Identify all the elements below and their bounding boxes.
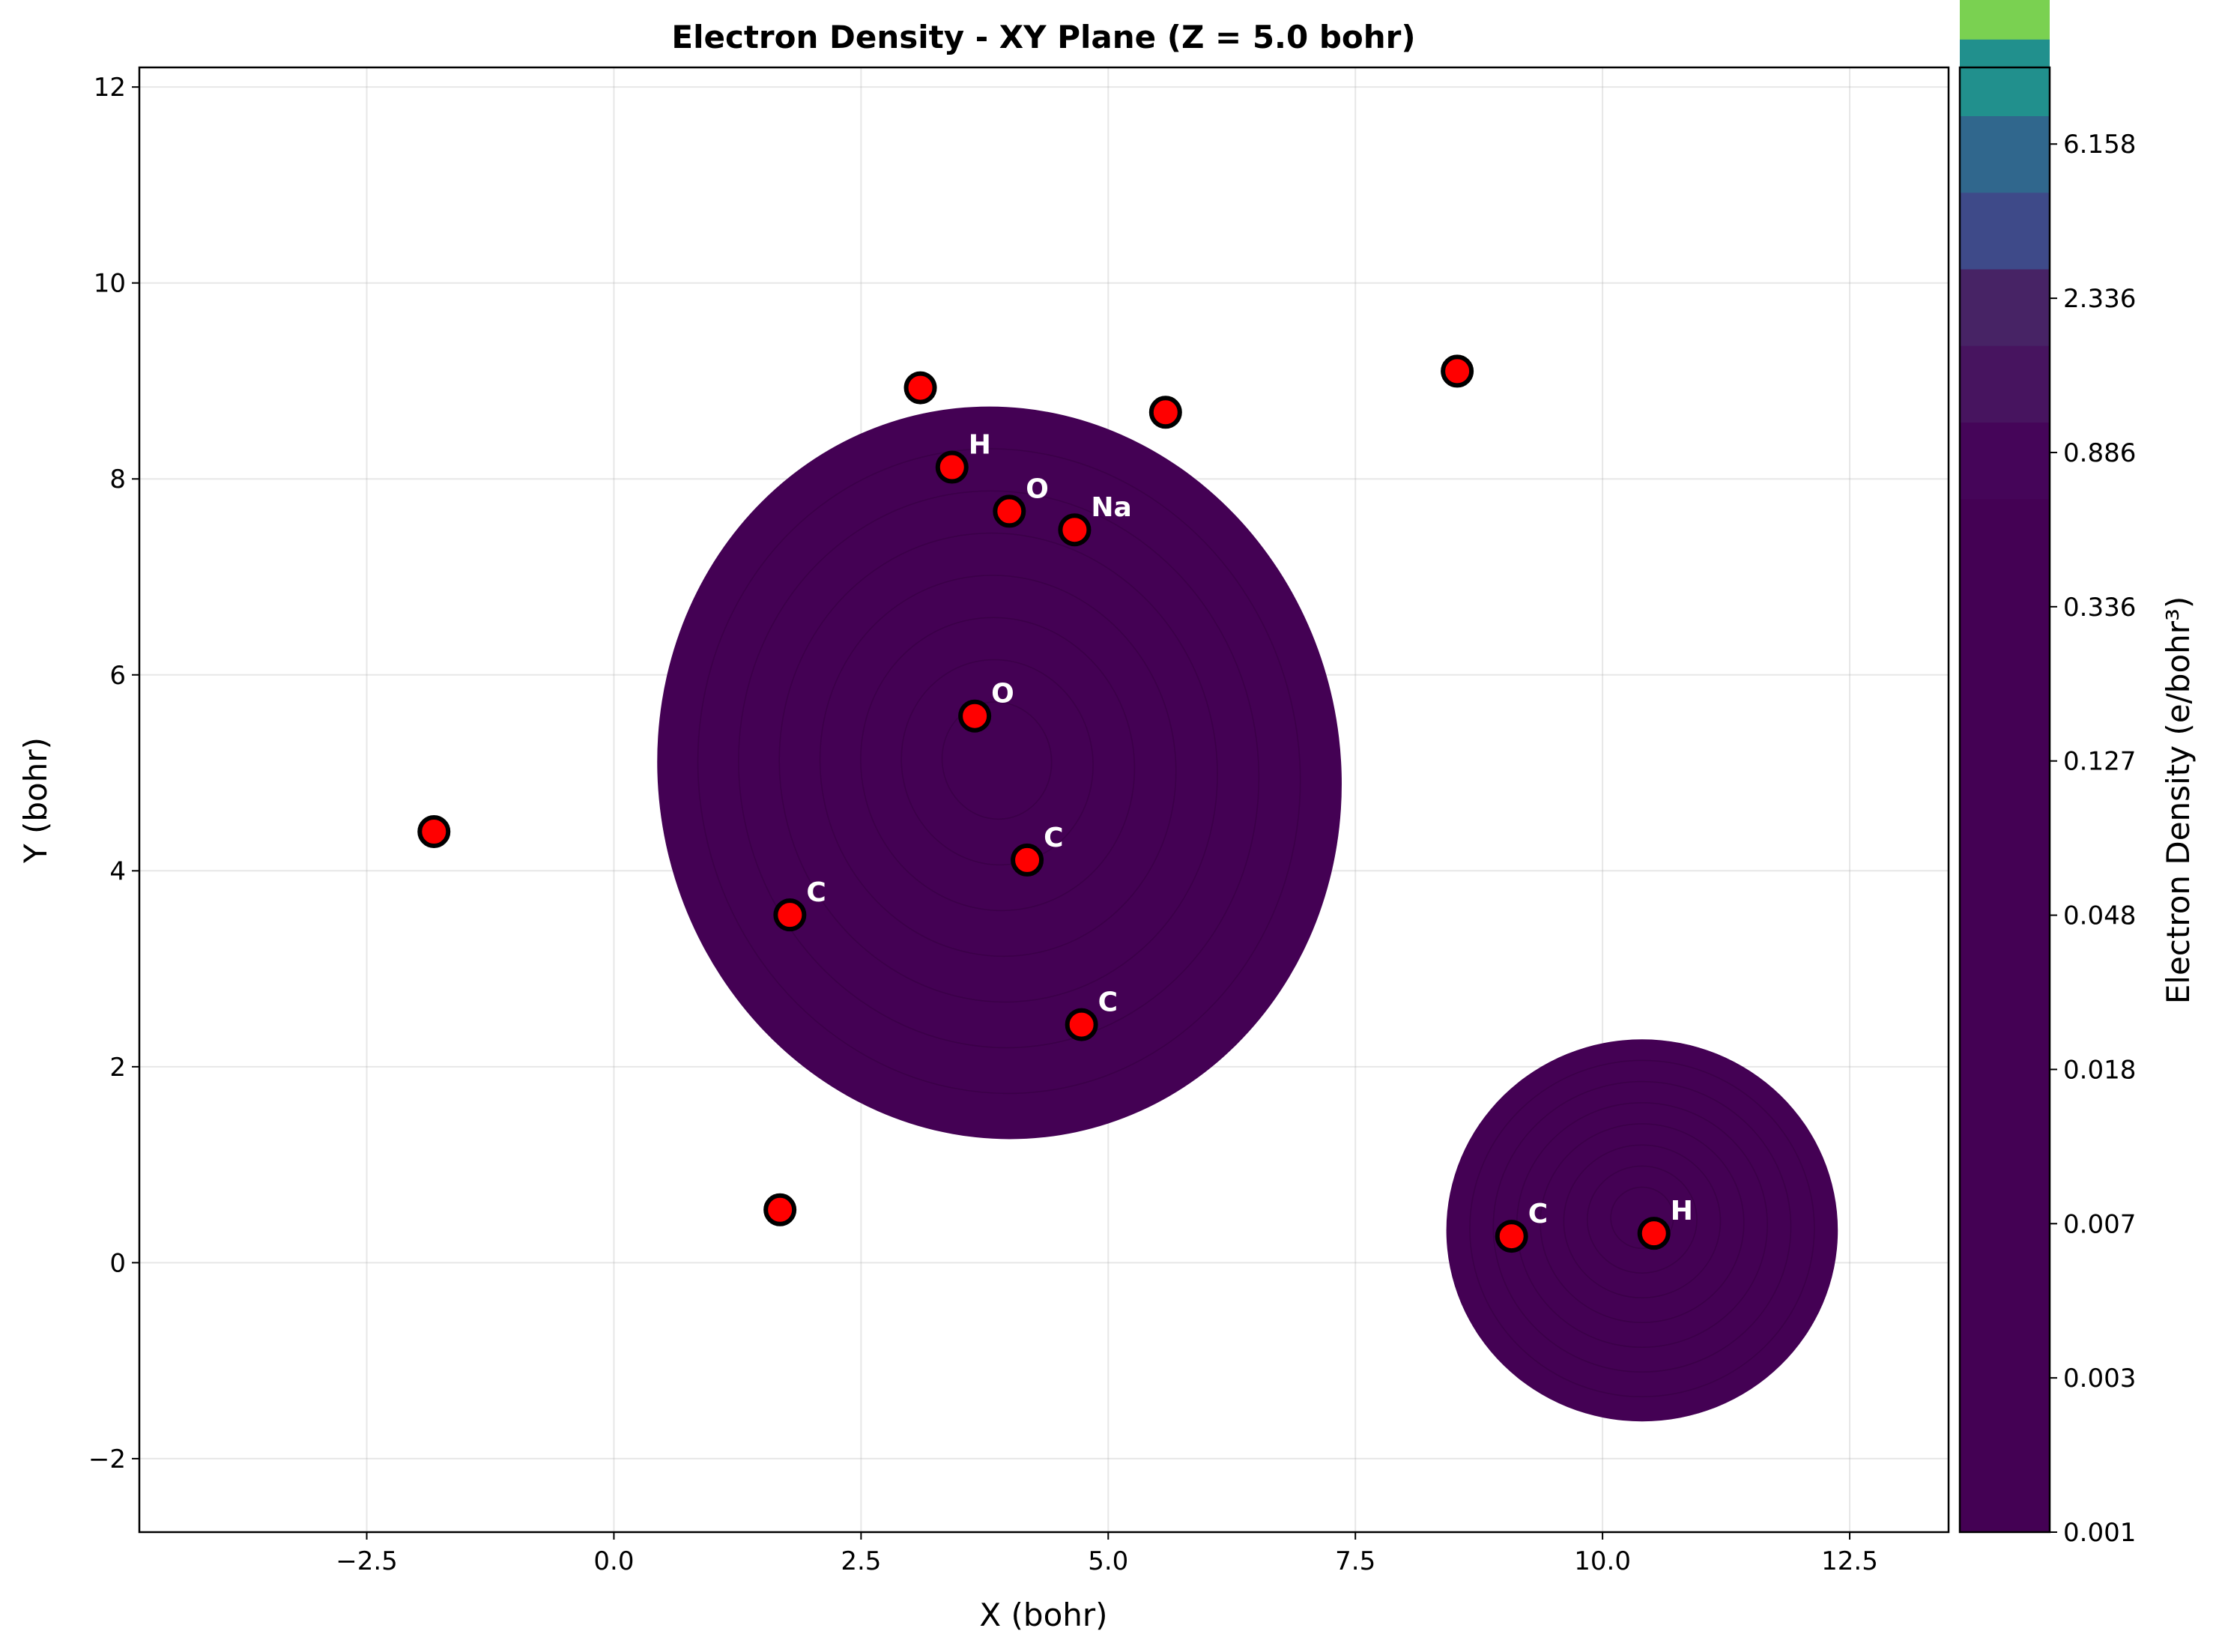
plot-frame (138, 66, 1950, 1534)
density-contour-line (819, 575, 1177, 957)
atom-marker (1148, 396, 1182, 429)
density-contour-line (778, 532, 1218, 1003)
x-tick-label: 10.0 (1574, 1546, 1631, 1576)
colorbar-band (1960, 498, 2050, 1533)
density-contour-line (1469, 1059, 1815, 1397)
atom-marker (763, 1193, 797, 1226)
atom-marker (935, 450, 969, 484)
colorbar-band (1960, 422, 2050, 500)
density-contour-line (860, 617, 1136, 912)
y-tick-label: −2 (88, 1444, 126, 1474)
colorbar-tick-label: 0.018 (2063, 1055, 2136, 1085)
y-tick-label: 12 (94, 73, 126, 103)
colorbar-band (1960, 192, 2050, 270)
atom-label: C (1044, 823, 1063, 853)
atom-label: O (1026, 473, 1049, 504)
atom-markers: H O Na O C C C C H (417, 354, 1693, 1253)
chart-title: Electron Density - XY Plane (Z = 5.0 boh… (671, 19, 1415, 55)
y-axis-label: Y (bohr) (17, 737, 54, 864)
colorbar-tick-label: 0.127 (2063, 747, 2136, 777)
x-tick-label: 5.0 (1088, 1546, 1128, 1576)
atom-marker (903, 371, 937, 405)
density-region-fill (657, 406, 1342, 1140)
colorbar-tick-label: 0.003 (2063, 1364, 2136, 1394)
colorbar-tick-label: 0.336 (2063, 593, 2136, 623)
colorbar-band (1960, 39, 2050, 117)
x-tick-label: 7.5 (1335, 1546, 1375, 1576)
atom-marker (1441, 354, 1474, 388)
colorbar-tick-label: 0.001 (2063, 1518, 2136, 1548)
y-tick-label: 2 (109, 1053, 126, 1083)
x-tick-label: 0.0 (593, 1546, 634, 1576)
y-tick-label: 8 (109, 465, 126, 494)
density-contours (657, 406, 1838, 1422)
axes: −2.5 0.0 2.5 5.0 7.5 10.0 12.5 −2 0 2 4 6 8 10 12 (88, 66, 1950, 1576)
y-tick-label: 6 (109, 661, 126, 691)
density-contour-line (1610, 1186, 1674, 1249)
colorbar-band (1960, 0, 2050, 40)
x-axis-label: X (bohr) (979, 1597, 1107, 1633)
atom-marker (993, 494, 1026, 528)
colorbar-tick-label: 6.158 (2063, 130, 2136, 160)
y-tick-label: 10 (94, 269, 126, 299)
atom-marker (1637, 1217, 1671, 1250)
colorbar: 0.001 0.003 0.007 0.018 0.048 0.127 0.336 0.886… (1958, 0, 2136, 1548)
colorbar-tick-label: 0.048 (2063, 901, 2136, 931)
colorbar-tick-label: 2.336 (2063, 284, 2136, 314)
atom-marker (773, 898, 807, 932)
atom-label: C (806, 877, 826, 908)
colorbar-label: Electron Density (e/bohr³) (2160, 596, 2197, 1004)
density-contour-line (738, 490, 1260, 1049)
y-tick-label: 4 (109, 856, 126, 886)
density-region (657, 406, 1342, 1140)
atom-marker (417, 815, 451, 848)
y-tick-label: 0 (109, 1248, 126, 1278)
atom-marker (1011, 843, 1044, 877)
x-tick-label: −2.5 (336, 1546, 398, 1576)
density-contour-line (1540, 1123, 1745, 1323)
atom-marker (1058, 513, 1092, 547)
atom-label: C (1528, 1199, 1548, 1229)
colorbar-tick-label: 0.007 (2063, 1209, 2136, 1239)
atom-marker (1065, 1008, 1098, 1041)
colorbar-band (1960, 269, 2050, 346)
atom-label: O (991, 679, 1014, 709)
atom-marker (958, 699, 992, 733)
atom-label: Na (1091, 492, 1131, 523)
x-tick-label: 12.5 (1821, 1546, 1878, 1576)
colorbar-band (1960, 115, 2050, 193)
colorbar-band (1960, 345, 2050, 423)
density-contour-line (697, 448, 1301, 1095)
x-tick-label: 2.5 (841, 1546, 881, 1576)
colorbar-frame (1958, 66, 2051, 1534)
atom-label: H (969, 430, 991, 461)
density-contour-line (1492, 1080, 1792, 1373)
colorbar-tick-label: 0.886 (2063, 438, 2136, 468)
atom-label: C (1098, 987, 1118, 1018)
density-contour-line (1586, 1165, 1698, 1274)
density-contour-line (1563, 1144, 1722, 1298)
atom-marker (1495, 1220, 1528, 1253)
atom-label: H (1671, 1196, 1693, 1226)
